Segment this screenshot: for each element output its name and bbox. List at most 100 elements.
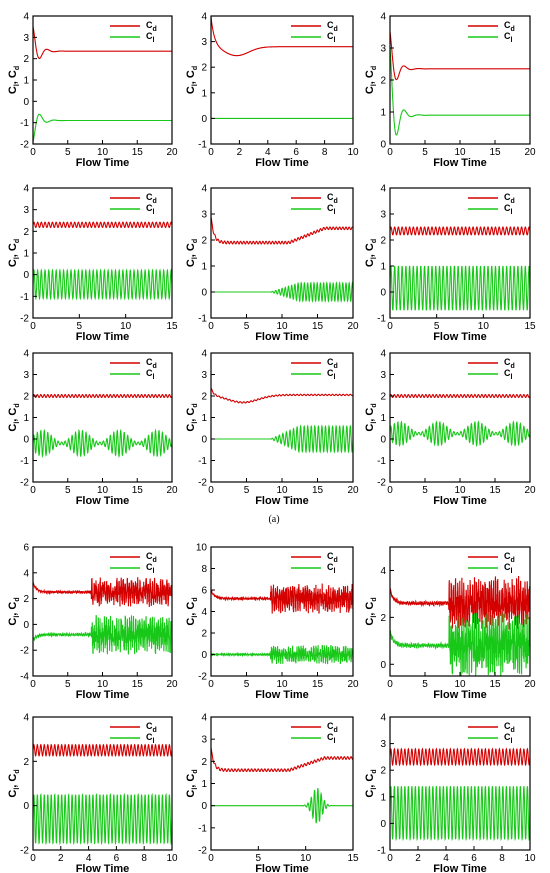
legend-label-cl: Cl <box>327 562 336 575</box>
y-tick-label: 2 <box>201 392 207 403</box>
x-tick-label: 5 <box>65 679 71 690</box>
x-tick-label: 0 <box>208 485 214 496</box>
series-line-cd <box>32 743 173 757</box>
series-line-cd <box>389 393 531 399</box>
y-tick-label: 2 <box>201 236 207 247</box>
y-tick-label: 4 <box>201 607 207 618</box>
legend-label-cd: Cd <box>146 20 157 33</box>
series-line-cl <box>211 281 354 303</box>
series-line-cd <box>210 216 354 245</box>
legend-label-cd: Cd <box>504 192 515 205</box>
x-tick-label: 20 <box>347 679 359 690</box>
series-line-cl <box>389 420 531 447</box>
y-axis-label: Cl, Cd <box>185 66 199 94</box>
x-axis-label: Flow Time <box>76 331 130 343</box>
series-line-cd <box>210 583 354 614</box>
x-tick-label: 5 <box>434 321 440 332</box>
y-tick-label: 2 <box>201 757 207 768</box>
plot-frame <box>389 187 531 319</box>
x-axis-label: Flow Time <box>433 157 487 169</box>
y-tick-label: 2 <box>380 766 386 777</box>
series-line-cd <box>210 16 353 57</box>
legend-label-cd: Cd <box>504 357 515 370</box>
series-line-cd <box>210 387 354 404</box>
y-tick-label: 1 <box>380 413 386 424</box>
y-tick-label: 0 <box>380 288 386 299</box>
x-axis-label: Flow Time <box>255 495 309 507</box>
x-tick-label: 4 <box>265 147 271 158</box>
legend-label-cl: Cl <box>327 203 336 216</box>
series-line-cd <box>389 226 531 236</box>
series-line-cl <box>211 787 353 824</box>
x-axis-label: Flow Time <box>76 157 130 169</box>
y-tick-label: 0 <box>201 288 207 299</box>
legend-label-cl: Cl <box>504 203 513 216</box>
x-tick-label: 20 <box>166 147 178 158</box>
y-tick-label: 3 <box>201 370 207 381</box>
legend-label-cd: Cd <box>146 357 157 370</box>
x-tick-label: 10 <box>120 321 132 332</box>
y-axis-label: Cl, Cd <box>7 239 21 267</box>
legend-label-cd: Cd <box>327 551 338 564</box>
legend-label-cd: Cd <box>146 721 157 734</box>
x-axis-label: Flow Time <box>255 689 309 701</box>
y-tick-label: 3 <box>201 210 207 221</box>
y-tick-label: 2 <box>201 629 207 640</box>
y-tick-label: 1 <box>23 413 29 424</box>
y-tick-label: -1 <box>377 456 386 467</box>
x-tick-label: 15 <box>489 679 501 690</box>
y-tick-label: -1 <box>20 292 29 303</box>
y-tick-label: 2 <box>380 613 386 624</box>
series-line-cl <box>32 614 173 655</box>
y-tick-label: 0 <box>23 270 29 281</box>
x-tick-label: 5 <box>256 853 262 864</box>
x-tick-label: 15 <box>347 853 359 864</box>
legend-label-cd: Cd <box>146 551 157 564</box>
y-tick-label: 3 <box>201 735 207 746</box>
y-tick-label: 4 <box>23 12 29 23</box>
x-tick-label: 0 <box>30 679 36 690</box>
x-tick-label: 0 <box>208 679 214 690</box>
y-tick-label: 1 <box>201 88 207 99</box>
y-tick-label: -2 <box>20 646 29 657</box>
y-axis-label: Cl, Cd <box>185 597 199 625</box>
x-tick-label: 5 <box>244 321 250 332</box>
y-tick-label: 2 <box>380 76 386 87</box>
y-tick-label: 3 <box>380 210 386 221</box>
y-tick-label: 4 <box>380 349 386 360</box>
legend-label-cl: Cl <box>146 562 155 575</box>
legend-label-cd: Cd <box>504 551 515 564</box>
x-tick-label: 15 <box>489 485 501 496</box>
y-tick-label: 4 <box>380 12 386 23</box>
y-tick-label: 0 <box>23 97 29 108</box>
legend-label-cd: Cd <box>327 192 338 205</box>
y-tick-label: 4 <box>201 184 207 195</box>
x-axis-label: Flow Time <box>255 863 309 873</box>
series-line-cl <box>32 268 173 301</box>
y-tick-label: 0 <box>23 620 29 631</box>
x-tick-label: 5 <box>244 679 250 690</box>
series-line-cd <box>389 747 531 767</box>
x-tick-label: 15 <box>312 321 324 332</box>
y-tick-label: 4 <box>23 713 29 724</box>
legend-label-cl: Cl <box>504 31 513 44</box>
y-tick-label: 6 <box>23 543 29 554</box>
y-tick-label: 4 <box>380 184 386 195</box>
x-tick-label: 0 <box>208 321 214 332</box>
x-tick-label: 4 <box>443 853 449 864</box>
x-tick-label: 10 <box>166 853 178 864</box>
series-line-cl <box>32 428 173 459</box>
x-tick-label: 15 <box>132 485 144 496</box>
y-tick-label: -2 <box>377 478 386 489</box>
y-axis-label: Cl, Cd <box>185 769 199 797</box>
x-tick-label: 5 <box>65 485 71 496</box>
x-tick-label: 5 <box>422 485 428 496</box>
x-tick-label: 0 <box>387 853 393 864</box>
